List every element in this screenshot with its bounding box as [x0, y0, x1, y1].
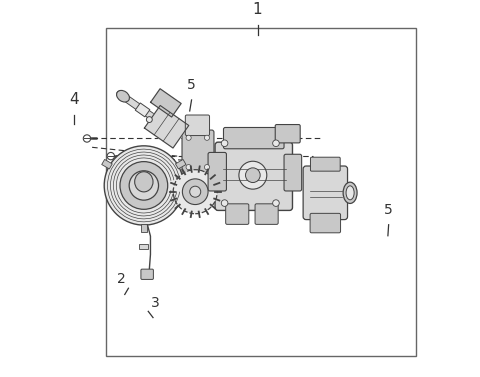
Circle shape	[273, 140, 279, 147]
Ellipse shape	[117, 90, 130, 102]
Text: 5: 5	[187, 78, 196, 92]
Ellipse shape	[135, 172, 153, 192]
Circle shape	[84, 135, 91, 142]
Circle shape	[107, 152, 115, 160]
Circle shape	[273, 200, 279, 206]
Bar	[102, 159, 112, 169]
Circle shape	[221, 140, 228, 147]
FancyBboxPatch shape	[208, 152, 227, 191]
FancyBboxPatch shape	[226, 204, 249, 224]
Bar	[106, 28, 416, 356]
Bar	[140, 244, 147, 249]
FancyBboxPatch shape	[303, 166, 348, 219]
FancyBboxPatch shape	[224, 127, 284, 149]
Polygon shape	[151, 89, 181, 117]
FancyBboxPatch shape	[310, 213, 340, 233]
Circle shape	[182, 179, 208, 205]
Circle shape	[173, 170, 217, 214]
Text: 2: 2	[118, 273, 126, 287]
Text: 4: 4	[69, 92, 79, 107]
FancyBboxPatch shape	[275, 124, 300, 143]
FancyBboxPatch shape	[185, 115, 210, 136]
Bar	[141, 224, 147, 233]
Circle shape	[190, 186, 201, 197]
FancyBboxPatch shape	[311, 157, 340, 171]
Text: 5: 5	[384, 203, 393, 217]
Circle shape	[146, 116, 152, 123]
Circle shape	[239, 161, 267, 189]
FancyBboxPatch shape	[141, 269, 154, 279]
FancyBboxPatch shape	[182, 130, 214, 175]
Circle shape	[204, 164, 210, 170]
FancyBboxPatch shape	[255, 204, 278, 224]
Circle shape	[120, 162, 168, 209]
Bar	[175, 159, 186, 169]
Ellipse shape	[346, 186, 354, 200]
Circle shape	[204, 135, 210, 140]
Circle shape	[129, 171, 158, 200]
Circle shape	[245, 168, 260, 182]
FancyBboxPatch shape	[215, 142, 292, 210]
Bar	[135, 103, 150, 117]
Ellipse shape	[343, 182, 357, 204]
Circle shape	[186, 135, 191, 140]
Polygon shape	[144, 106, 189, 148]
Text: 3: 3	[151, 296, 159, 310]
Text: 1: 1	[253, 2, 263, 17]
Circle shape	[186, 164, 191, 170]
Circle shape	[104, 146, 183, 225]
Circle shape	[221, 200, 228, 206]
FancyBboxPatch shape	[284, 154, 301, 191]
